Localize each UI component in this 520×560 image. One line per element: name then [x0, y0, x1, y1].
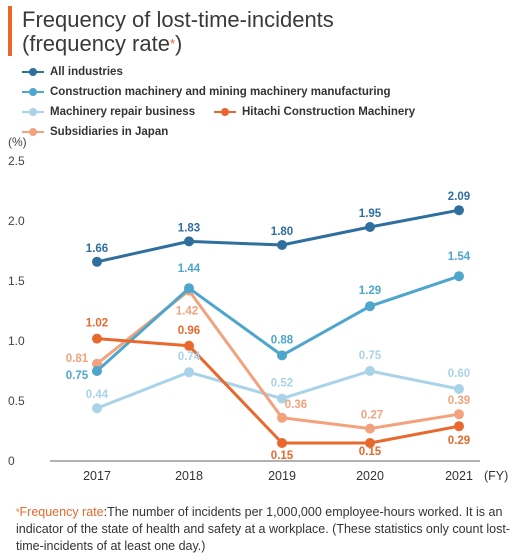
data-point	[184, 367, 194, 378]
legend-label: Machinery repair business	[50, 106, 196, 118]
data-point	[454, 271, 464, 282]
data-point	[92, 358, 102, 369]
data-label: 0.36	[285, 399, 307, 411]
data-label: 0.88	[271, 334, 294, 346]
chart-title: Frequency of lost-time-incidents (freque…	[8, 6, 512, 56]
data-point	[365, 222, 375, 232]
data-label: 2.09	[448, 191, 470, 203]
data-point	[454, 205, 464, 216]
title-line-1: Frequency of lost-time-incidents	[22, 7, 334, 32]
data-label: 0.27	[361, 410, 383, 422]
data-label: 0.75	[66, 370, 89, 382]
x-unit-label: (FY)	[484, 469, 508, 483]
title-line-2: (frequency rate*)	[22, 32, 182, 56]
legend-dot-icon	[29, 68, 37, 76]
legend-dot-icon	[29, 108, 37, 116]
x-tick-label: 2021	[445, 469, 473, 483]
legend-label: Hitachi Construction Machinery	[242, 106, 416, 118]
data-point	[365, 366, 375, 376]
data-point	[277, 412, 287, 423]
data-label: 1.42	[176, 306, 198, 318]
data-label: 0.15	[271, 450, 294, 462]
footnote: *Frequency rate:The number of incidents …	[16, 504, 516, 555]
legend-label: All industries	[50, 66, 123, 78]
y-tick-label: 0	[8, 454, 15, 468]
y-tick-label: 0.5	[8, 394, 25, 408]
legend-dot-icon	[29, 88, 37, 96]
data-label: 0.29	[448, 435, 470, 447]
data-point	[184, 340, 194, 351]
line-chart: 0 0.5 1.0 1.5 2.0 2.5 (%) 2017 2018 2019 2020 2021 (…	[8, 135, 508, 483]
data-label: 1.02	[86, 318, 108, 330]
footnote-asterisk: *	[16, 507, 20, 517]
data-label: 1.95	[359, 208, 382, 220]
data-point	[92, 403, 102, 414]
data-label: 0.96	[178, 325, 200, 337]
data-point	[454, 409, 464, 420]
title-asterisk: *	[169, 36, 176, 51]
y-tick-label: 1.5	[8, 274, 25, 288]
data-label: 0.75	[359, 350, 382, 362]
data-label: 0.52	[271, 378, 293, 390]
data-point	[277, 393, 287, 404]
legend-label: Subsidiaries in Japan	[50, 126, 169, 138]
data-point	[365, 301, 375, 312]
data-point	[365, 438, 375, 448]
data-label: 1.44	[178, 263, 201, 275]
data-point	[184, 236, 194, 247]
x-tick-label: 2018	[175, 469, 203, 483]
data-label: 1.66	[86, 243, 108, 255]
x-tick-label: 2019	[268, 469, 296, 483]
legend-label: Construction machinery and mining machin…	[50, 86, 391, 98]
data-label: 1.83	[178, 222, 200, 234]
data-label: 1.29	[359, 285, 381, 297]
data-point	[277, 438, 287, 448]
data-point	[277, 240, 287, 250]
legend-dot-icon	[29, 128, 37, 136]
data-label: 0.44	[86, 389, 109, 401]
y-tick-label: 2.0	[8, 214, 25, 228]
footnote-term: Frequency rate	[19, 505, 104, 519]
data-label: 0.15	[359, 446, 382, 458]
data-point	[184, 283, 194, 294]
data-label: 0.74	[178, 351, 201, 363]
data-label: 0.39	[448, 395, 470, 407]
data-point	[454, 384, 464, 394]
legend-dot-icon	[221, 108, 229, 116]
y-tick-label: 2.5	[8, 154, 25, 168]
data-point	[277, 350, 287, 361]
y-tick-label: 1.0	[8, 334, 25, 348]
data-point	[92, 333, 102, 344]
data-point	[92, 256, 102, 267]
data-label: 1.80	[271, 226, 293, 238]
title-close-paren: )	[175, 31, 183, 56]
series-line	[96, 289, 460, 431]
x-tick-label: 2020	[356, 469, 384, 483]
data-point	[365, 423, 375, 434]
title-line-2-text: (frequency rate	[22, 31, 170, 56]
footnote-text: :The number of incidents per 1,000,000 e…	[16, 505, 511, 553]
data-label: 0.81	[66, 353, 89, 365]
y-unit-label: (%)	[8, 135, 27, 149]
data-point	[92, 366, 102, 376]
data-point	[454, 421, 464, 432]
x-tick-label: 2017	[83, 469, 111, 483]
data-label: 0.60	[448, 368, 470, 380]
data-label: 1.54	[448, 251, 471, 263]
